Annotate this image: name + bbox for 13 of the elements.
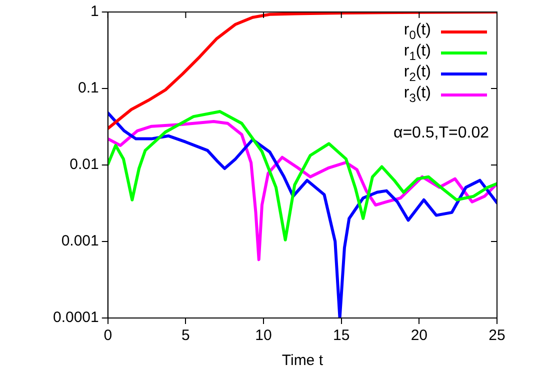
- x-tick-label: 0: [104, 327, 112, 344]
- x-tick-label: 10: [255, 327, 272, 344]
- y-tick-label: 0.1: [78, 80, 99, 97]
- x-tick-label: 5: [182, 327, 190, 344]
- y-tick-label: 0.001: [61, 232, 99, 250]
- y-tick-label: 0.01: [70, 156, 99, 174]
- y-tick-label: 1: [90, 3, 99, 20]
- x-tick-label: 25: [488, 327, 506, 344]
- y-tick-label: 0.0001: [52, 309, 99, 326]
- x-tick-label: 20: [410, 327, 428, 344]
- x-tick-label: 15: [333, 327, 350, 344]
- annotation: α=0.5,T=0.02: [393, 124, 490, 142]
- x-axis-title: Time t: [282, 352, 324, 370]
